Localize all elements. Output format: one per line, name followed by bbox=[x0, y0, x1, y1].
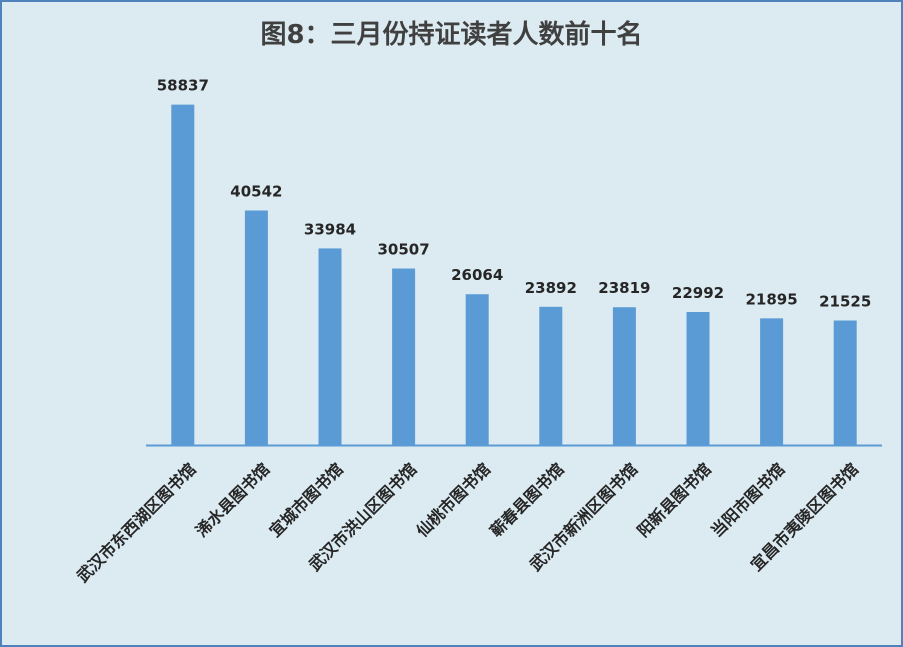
bar bbox=[612, 307, 636, 445]
category-label: 蕲春县图书馆 bbox=[486, 459, 567, 540]
data-label: 21525 bbox=[819, 292, 871, 310]
bar bbox=[392, 268, 416, 445]
category-label: 阳新县图书馆 bbox=[634, 459, 715, 540]
bar bbox=[760, 318, 784, 445]
data-label: 58837 bbox=[157, 77, 209, 95]
bar bbox=[686, 312, 710, 445]
data-label: 40542 bbox=[230, 182, 282, 200]
data-label: 22992 bbox=[672, 284, 724, 302]
bar bbox=[171, 104, 195, 446]
bar bbox=[318, 248, 342, 445]
bar bbox=[465, 294, 489, 445]
category-label: 当阳市图书馆 bbox=[707, 459, 788, 540]
data-label: 33984 bbox=[304, 220, 356, 238]
bar bbox=[539, 306, 563, 445]
data-label: 21895 bbox=[746, 290, 798, 308]
category-label: 仙桃市图书馆 bbox=[413, 459, 494, 540]
data-label: 23892 bbox=[525, 279, 577, 297]
chart-title: 图8：三月份持证读者人数前十名 bbox=[260, 20, 643, 50]
category-label: 宜城市图书馆 bbox=[266, 459, 347, 540]
category-label: 浠水县图书馆 bbox=[192, 459, 273, 540]
data-label: 26064 bbox=[451, 266, 503, 284]
category-label: 武汉市东西湖区图书馆 bbox=[73, 459, 200, 586]
bar bbox=[244, 210, 268, 445]
data-label: 23819 bbox=[598, 279, 650, 297]
data-label: 30507 bbox=[378, 241, 430, 259]
bar bbox=[833, 320, 857, 445]
